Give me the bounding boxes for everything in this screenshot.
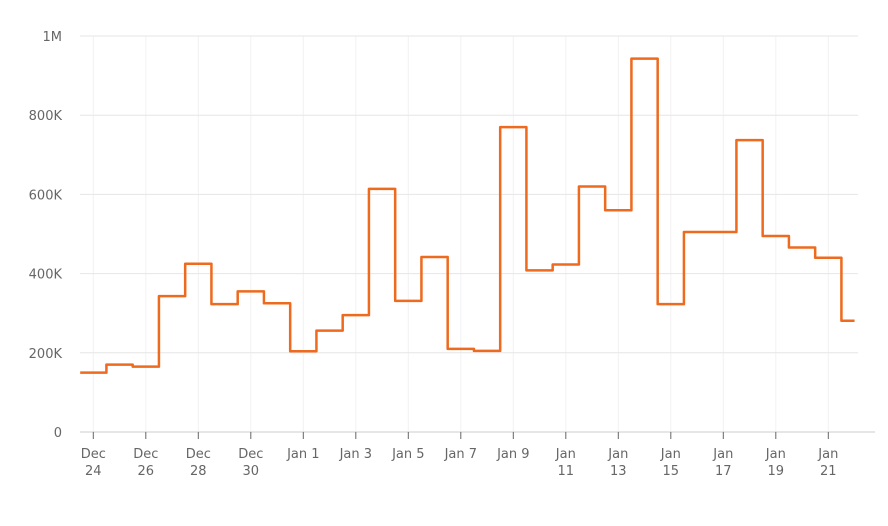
- x-axis-label: Dec: [238, 447, 263, 462]
- x-axis-label: 21: [820, 464, 837, 479]
- y-axis-label: 0: [54, 426, 62, 441]
- x-axis-label: Dec: [81, 447, 106, 462]
- x-axis-label: Jan 9: [496, 447, 529, 462]
- y-axis-label: 1M: [43, 30, 63, 45]
- x-axis-label: Jan: [712, 447, 733, 462]
- x-axis-label: Jan: [555, 447, 576, 462]
- x-axis-label: 19: [768, 464, 785, 479]
- x-axis-label: Jan 5: [391, 447, 424, 462]
- x-axis-label: Dec: [133, 447, 158, 462]
- x-axis-label: 17: [715, 464, 732, 479]
- y-axis-label: 200K: [29, 347, 63, 362]
- x-axis-label: 24: [85, 464, 102, 479]
- x-axis-label: 11: [558, 464, 575, 479]
- x-axis-labels: Dec 24 Dec 26 Dec 28 Dec 30 Jan 1 Jan 3 Jan 5 Jan 7…: [81, 447, 839, 479]
- x-axis-label: Jan 7: [444, 447, 477, 462]
- x-axis-label: Jan: [607, 447, 628, 462]
- vertical-gridlines: [92, 36, 829, 432]
- series-step-line: [80, 57, 855, 374]
- x-axis-label: Jan 1: [286, 447, 319, 462]
- x-axis-label: 30: [243, 464, 260, 479]
- y-axis-labels: 0 200K 400K 600K 800K 1M: [29, 30, 63, 441]
- y-axis-label: 400K: [29, 268, 63, 283]
- x-axis-label: Dec: [186, 447, 211, 462]
- y-axis-label: 800K: [29, 109, 63, 124]
- x-axis-label: Jan: [765, 447, 786, 462]
- x-axis-label: Jan: [660, 447, 681, 462]
- horizontal-gridlines: [80, 35, 858, 354]
- x-axis-label: Jan 3: [339, 447, 372, 462]
- x-axis-label: 28: [190, 464, 207, 479]
- x-axis-label: Jan: [817, 447, 838, 462]
- y-axis-label: 600K: [29, 188, 63, 203]
- x-axis-label: 15: [663, 464, 680, 479]
- x-axis-label: 26: [138, 464, 155, 479]
- x-axis-label: 13: [610, 464, 627, 479]
- x-axis: [80, 431, 875, 439]
